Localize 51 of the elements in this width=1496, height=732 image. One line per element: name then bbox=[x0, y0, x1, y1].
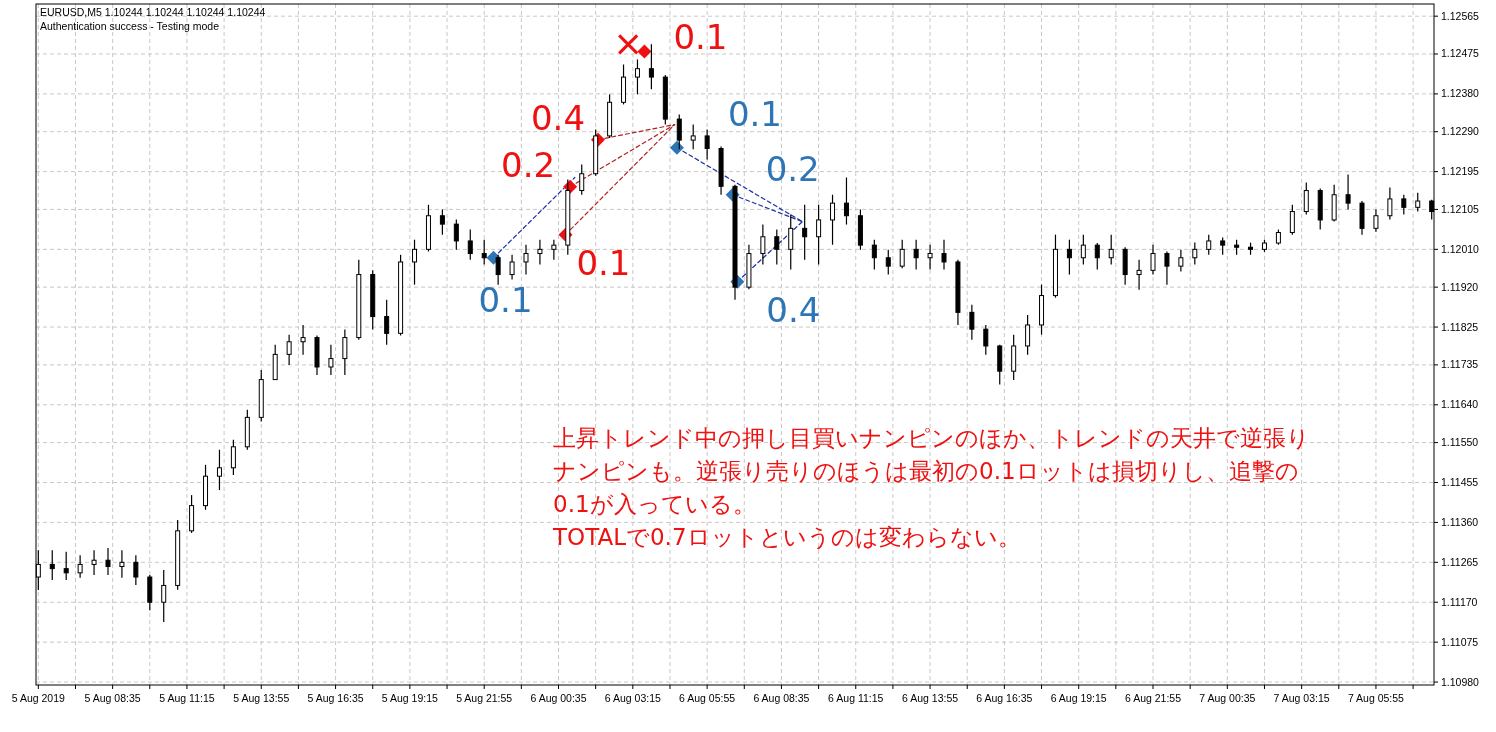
annotation: 0.2 bbox=[765, 148, 820, 189]
y-tick-label: 1.11640 bbox=[1441, 398, 1479, 411]
y-tick-label: 1.11265 bbox=[1441, 555, 1479, 568]
y-tick-label: 1.11550 bbox=[1441, 436, 1479, 449]
annotation: 0.1 bbox=[576, 242, 631, 283]
y-tick-label: 1.11170 bbox=[1441, 595, 1478, 608]
x-tick-label: 5 Aug 11:15 bbox=[159, 692, 215, 704]
x-tick-label: 6 Aug 08:35 bbox=[753, 692, 810, 704]
y-tick-label: 1.12380 bbox=[1441, 87, 1480, 100]
x-tick-label: 7 Aug 00:35 bbox=[1199, 692, 1256, 704]
x-tick-label: 5 Aug 13:55 bbox=[233, 692, 290, 704]
y-tick-label: 1.12290 bbox=[1441, 125, 1480, 138]
annotation: 0.2 bbox=[501, 144, 556, 185]
x-tick-label: 7 Aug 05:55 bbox=[1347, 692, 1405, 704]
x-tick-label: 5 Aug 16:35 bbox=[307, 692, 364, 704]
y-tick-label: 1.12105 bbox=[1441, 202, 1480, 215]
x-tick-label: 6 Aug 13:55 bbox=[902, 692, 959, 704]
x-tick-label: 6 Aug 11:15 bbox=[828, 692, 884, 704]
x-tick-label: 5 Aug 2019 bbox=[11, 692, 66, 704]
y-tick-label: 1.11360 bbox=[1441, 515, 1479, 528]
annotation: 0.4 bbox=[530, 97, 586, 138]
y-tick-label: 1.11920 bbox=[1441, 280, 1479, 293]
text: Authentication success - Testing mode bbox=[40, 20, 220, 32]
annotation: TOTALで0.7ロットというのは変わらない。 bbox=[552, 524, 1021, 550]
x-tick-label: 6 Aug 21:55 bbox=[1124, 692, 1182, 704]
annotation: 0.1が入っている。 bbox=[553, 491, 756, 517]
x-tick-label: 6 Aug 19:15 bbox=[1050, 692, 1107, 704]
y-tick-label: 1.11735 bbox=[1441, 358, 1479, 371]
chart-title: EURUSD,M5 1.10244 1.10244 1.10244 1.10244 bbox=[40, 6, 266, 18]
y-tick-label: 1.11075 bbox=[1441, 635, 1479, 648]
x-tick-label: 6 Aug 05:55 bbox=[679, 692, 736, 704]
y-tick-label: 1.12195 bbox=[1441, 165, 1480, 178]
x-tick-label: 5 Aug 08:35 bbox=[84, 692, 141, 704]
x-tick-label: 6 Aug 16:35 bbox=[976, 692, 1033, 704]
y-tick-label: 1.12565 bbox=[1441, 9, 1480, 22]
x-tick-label: 5 Aug 21:55 bbox=[456, 692, 513, 704]
annotation: 上昇トレンド中の押し目買いナンピンのほか、トレンドの天井で逆張り bbox=[553, 425, 1310, 451]
y-tick-label: 1.11455 bbox=[1441, 476, 1479, 489]
annotation: 0.1 bbox=[673, 17, 728, 58]
y-tick-label: 1.11825 bbox=[1441, 320, 1479, 333]
x-tick-label: 7 Aug 03:15 bbox=[1273, 692, 1330, 704]
annotation: 0.1 bbox=[478, 279, 533, 320]
y-tick-label: 1.10980 bbox=[1441, 675, 1480, 688]
annotation: 0.1 bbox=[727, 93, 782, 134]
x-tick-label: 6 Aug 03:15 bbox=[604, 692, 661, 704]
annotation: ナンピンも。逆張り売りのほうは最初の0.1ロットは損切りし、追撃の bbox=[553, 458, 1299, 484]
x-tick-label: 6 Aug 00:35 bbox=[530, 692, 587, 704]
y-tick-label: 1.12010 bbox=[1441, 242, 1480, 255]
y-tick-label: 1.12475 bbox=[1441, 47, 1480, 60]
x-tick-label: 5 Aug 19:15 bbox=[381, 692, 439, 704]
annotation: 0.4 bbox=[766, 289, 821, 330]
